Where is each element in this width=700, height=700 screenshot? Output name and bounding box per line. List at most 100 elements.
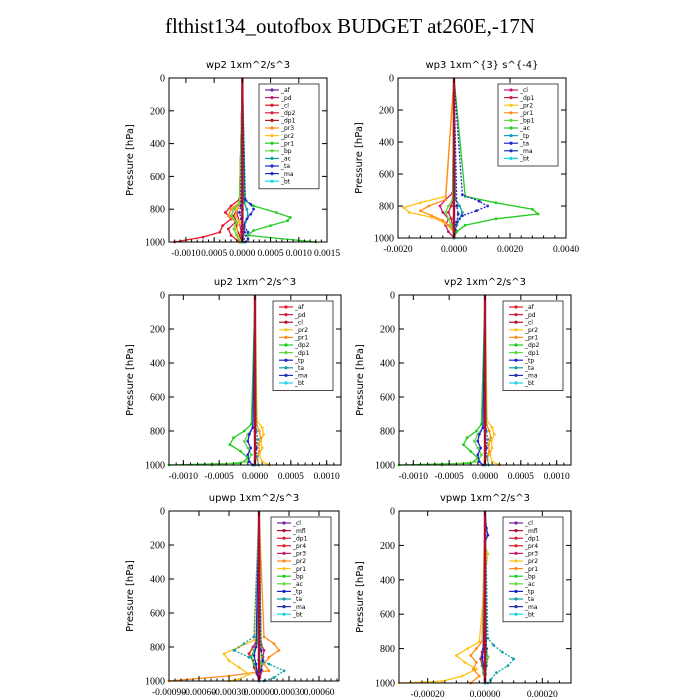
data-point-ta <box>486 636 490 640</box>
data-point-ta <box>255 455 259 458</box>
legend-marker <box>514 536 518 540</box>
data-point-tp <box>255 671 259 674</box>
panel-title: vp2 1xm^2/s^3 <box>444 277 526 288</box>
y-tick-label: 400 <box>150 575 165 586</box>
data-point-pr1 <box>441 219 445 222</box>
y-tick-label: 200 <box>379 106 394 117</box>
data-point-ta <box>512 657 516 661</box>
data-point-pr2 <box>234 214 238 218</box>
data-point-cl <box>438 204 442 208</box>
legend-label: _ta <box>524 596 534 603</box>
data-point-pr1 <box>487 450 491 453</box>
data-point-dp2 <box>250 422 253 426</box>
data-point-pr1 <box>487 429 491 433</box>
data-point-dp2 <box>228 443 232 446</box>
data-point-pr1 <box>259 436 263 440</box>
series-line-ma <box>453 77 459 239</box>
y-tick-label: 0 <box>160 291 165 302</box>
legend-marker <box>270 118 274 122</box>
legend-label: _dp1 <box>280 118 296 125</box>
legend-marker <box>270 164 274 168</box>
data-point-ac <box>494 217 498 221</box>
data-point-dp1 <box>246 446 250 450</box>
legend-label: _bt <box>292 611 303 618</box>
data-point-pr2 <box>272 642 276 645</box>
legend-label: _pr1 <box>519 110 533 117</box>
data-point-pr1 <box>252 204 256 208</box>
legend-marker <box>514 559 518 563</box>
legend-label: _bt <box>280 178 291 185</box>
legend-marker <box>282 521 286 525</box>
x-tick-label: 0.0005 <box>508 472 534 482</box>
data-point-pr2 <box>419 201 422 205</box>
data-point-ta <box>500 650 504 654</box>
data-point-ma <box>455 220 459 224</box>
x-tick-label: 0.0010 <box>286 249 312 259</box>
legend-marker <box>282 559 286 563</box>
data-point-dp2 <box>469 450 473 453</box>
x-tick-label: 0.00030 <box>274 688 305 698</box>
y-tick-label: 0 <box>160 74 165 85</box>
data-point-pr2 <box>454 654 458 657</box>
panel-title: upwp 1xm^2/s^3 <box>209 493 299 504</box>
series-line-ta <box>484 510 515 684</box>
data-point-ac <box>245 207 249 211</box>
data-point-ac <box>536 212 540 216</box>
x-tick-label: 0.0015 <box>314 249 340 259</box>
data-point-tp <box>476 453 480 457</box>
series-line-pr1 <box>469 510 486 684</box>
data-point-tp <box>479 446 483 450</box>
legend-marker <box>509 118 513 122</box>
y-tick-label: 600 <box>380 610 395 621</box>
data-point-pr2 <box>490 439 493 443</box>
legend-marker <box>284 313 288 317</box>
data-point-ac <box>246 214 250 218</box>
legend-marker <box>284 358 288 362</box>
data-point-dp2 <box>226 227 230 231</box>
series-line-ta <box>453 77 490 238</box>
y-tick-label: 1000 <box>375 679 395 690</box>
data-point-pr2 <box>260 426 264 429</box>
series-line-ma <box>258 510 264 682</box>
data-point-ta <box>282 669 286 673</box>
data-point-dp2 <box>465 436 469 440</box>
legend-label: _ta <box>292 596 302 603</box>
y-tick-label: 0 <box>390 507 395 518</box>
legend-marker <box>284 373 288 377</box>
y-tick-label: 0 <box>389 74 394 85</box>
data-point-bp <box>232 227 236 231</box>
data-point-ta <box>232 649 236 652</box>
data-point-cl <box>201 235 205 239</box>
data-point-pr1 <box>480 640 484 644</box>
data-point-dp1 <box>250 453 253 457</box>
legend-label: _pr2 <box>280 133 294 140</box>
data-point-cl <box>224 211 227 214</box>
x-tick-label: 0.0020 <box>497 245 523 255</box>
data-point-ta <box>245 217 249 221</box>
y-tick-label: 400 <box>150 139 165 150</box>
data-point-tp <box>246 439 250 443</box>
legend-label: _dp2 <box>294 342 310 349</box>
data-point-ta <box>272 676 276 679</box>
data-point-pr3 <box>226 214 230 218</box>
data-point-pr1 <box>252 229 256 232</box>
data-point-pr1 <box>247 672 251 676</box>
legend-label: _af <box>524 304 535 311</box>
x-tick-label: -0.00020 <box>411 690 445 700</box>
data-point-pr1 <box>246 234 250 237</box>
legend-label: _tp <box>292 589 302 596</box>
legend-label: _dp1 <box>519 95 535 102</box>
panel-up2: up2 1xm^2/s^3 Pressure [hPa] 0 200 400 600 800… <box>125 277 342 482</box>
panel-title: wp3 1xm^{3} s^{-4} <box>425 60 538 71</box>
y-tick-label: 200 <box>380 325 395 336</box>
legend-marker <box>282 544 286 548</box>
legend-marker <box>284 335 288 339</box>
data-point-bp <box>235 234 239 237</box>
legend-marker <box>514 328 518 332</box>
data-point-bp <box>252 662 256 666</box>
data-point-dp1 <box>251 645 255 649</box>
legend-box <box>502 516 564 623</box>
data-point-pr2 <box>260 460 264 463</box>
legend-label: _pr1 <box>524 566 538 573</box>
panel-title: vpwp 1xm^2/s^3 <box>440 493 530 504</box>
